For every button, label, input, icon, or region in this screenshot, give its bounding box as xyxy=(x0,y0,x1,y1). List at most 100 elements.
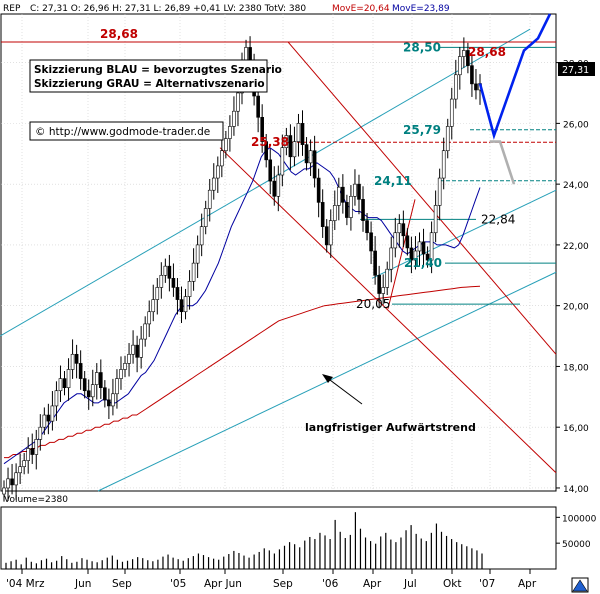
price-bar-body xyxy=(127,353,131,364)
price-bar-body xyxy=(143,323,147,340)
price-bar-body xyxy=(151,299,156,313)
price-bar-body xyxy=(58,378,63,392)
price-bar-body xyxy=(304,144,309,164)
price-bar-body xyxy=(38,426,43,440)
price-bar-body xyxy=(99,372,103,389)
level-label-2850: 28,50 xyxy=(403,40,441,54)
price-bar-body xyxy=(300,123,305,145)
price-bar-body xyxy=(107,399,111,407)
price-bar-body xyxy=(341,186,345,203)
price-bar-body xyxy=(256,95,260,118)
price-bar-body xyxy=(86,390,91,398)
price-bar-body xyxy=(111,393,115,407)
price-bar-body xyxy=(191,262,196,282)
price-bar-body xyxy=(268,159,273,182)
y-tick-label: 24,00 xyxy=(563,181,589,191)
price-bar-body xyxy=(90,384,95,398)
price-bar-body xyxy=(74,353,79,364)
price-bar-body xyxy=(50,405,55,422)
price-bar-body xyxy=(22,460,26,467)
level-label-2868-right: 28,68 xyxy=(468,45,506,59)
x-tick-label: Jul xyxy=(403,578,417,590)
price-bar-body xyxy=(195,244,200,264)
price-bar-body xyxy=(413,250,418,261)
price-bar-body xyxy=(389,247,394,270)
price-bar-body xyxy=(66,369,71,389)
price-bar-body xyxy=(381,287,385,294)
price-bar-body xyxy=(462,50,466,57)
price-bar-body xyxy=(163,265,168,276)
lower-channel-line-2 xyxy=(371,189,557,279)
moving-average-fast xyxy=(4,285,481,459)
volume-tick-label: 50000 xyxy=(562,540,591,550)
price-bar-body xyxy=(78,363,83,379)
price-bar-body xyxy=(2,487,6,495)
grey-scenario-path xyxy=(490,140,516,185)
volume-label: Volume=2380 xyxy=(4,495,68,505)
price-bar-body xyxy=(123,363,127,370)
x-tick-label: Okt xyxy=(443,578,461,590)
x-tick-label: Apr Jun xyxy=(204,578,242,590)
volume-bars: 100000 50000 xyxy=(5,512,597,569)
moving-averages xyxy=(3,147,481,465)
price-bar-body xyxy=(10,478,14,486)
price-bar-body xyxy=(224,138,228,152)
price-bar-body xyxy=(18,466,22,474)
x-tick-label: Jun xyxy=(74,578,91,590)
price-bar-body xyxy=(260,116,264,142)
x-tick-label: '07 xyxy=(479,578,495,590)
price-bar-body xyxy=(292,141,297,158)
price-bar-body xyxy=(316,177,321,203)
x-tick-label: Sep xyxy=(273,578,293,590)
y-tick-label: 14,00 xyxy=(563,485,589,495)
price-bar-body xyxy=(324,226,329,246)
current-price-box xyxy=(558,62,595,76)
price-bar-body xyxy=(115,378,119,395)
legend-box xyxy=(29,59,268,93)
price-bar-body xyxy=(365,220,369,234)
price-bar-body xyxy=(409,247,414,261)
price-bar-body xyxy=(203,208,208,227)
price-bar-body xyxy=(94,372,99,385)
price-bar-body xyxy=(453,74,458,100)
x-tick-label: Apr xyxy=(363,578,382,590)
price-bar-body xyxy=(425,253,430,261)
price-bar-body xyxy=(296,123,301,142)
x-tick-label: '06 xyxy=(322,578,339,590)
trend-arrow-head xyxy=(322,374,333,383)
price-bar-body xyxy=(449,98,454,127)
price-bar-body xyxy=(445,126,450,152)
price-bar-body xyxy=(284,135,289,148)
price-bar-body xyxy=(437,177,442,206)
trend-arrow-line xyxy=(325,376,363,405)
trend-annotation: langfristiger Aufwärtstrend xyxy=(305,421,476,434)
header-ohlc: C: 27,31 O: 26,96 H: 27,31 L: 26,89 +0,4… xyxy=(30,4,306,14)
price-bar-body xyxy=(232,110,236,127)
price-bar-body xyxy=(373,250,377,276)
price-bar-body xyxy=(280,147,285,176)
x-tick-label: '04 Mrz xyxy=(6,578,45,590)
y-tick-label: 16,00 xyxy=(563,424,589,434)
current-price-label: 27,31 xyxy=(562,65,589,76)
price-bar-body xyxy=(26,448,31,461)
price-bar-body xyxy=(345,202,349,218)
price-bar-body xyxy=(474,83,478,91)
price-bar-body xyxy=(207,189,212,209)
price-bar-body xyxy=(30,448,35,455)
alert-triangle-icon xyxy=(572,579,588,592)
volume-area xyxy=(0,506,557,570)
price-bar-body xyxy=(353,183,357,197)
scenario-sketches xyxy=(478,13,552,185)
price-bar-body xyxy=(187,281,192,297)
lower-channel-line xyxy=(97,271,557,492)
price-bar-body xyxy=(385,268,390,288)
price-bar-body xyxy=(421,241,426,255)
price-bar-body xyxy=(228,126,232,139)
price-bar-body xyxy=(288,135,293,158)
price-bar-body xyxy=(328,220,333,246)
price-bar-body xyxy=(14,472,18,486)
price-bar-body xyxy=(159,274,164,288)
price-bar-body xyxy=(6,478,10,489)
price-bar-body xyxy=(171,278,176,288)
